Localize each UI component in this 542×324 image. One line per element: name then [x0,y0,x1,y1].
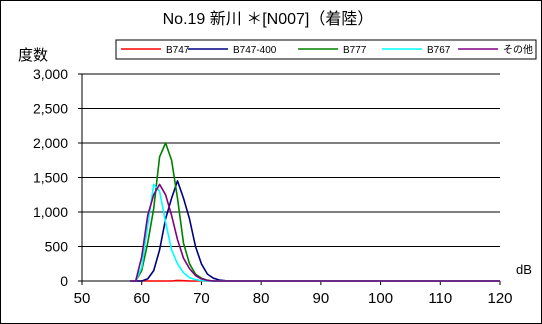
x-tick-label: 80 [253,290,270,307]
series-line-B747-400 [129,180,500,282]
y-tick-label: 500 [45,239,69,255]
y-tick-label: 2,000 [33,135,68,151]
y-tick-label: 1,500 [33,170,68,186]
legend: B747 B747-400 B777 B767 その他 [121,43,533,56]
legend-label: B767 [427,45,451,56]
y-axis-label: 度数 [18,47,48,64]
x-tick-label: 60 [133,290,150,307]
series-line-その他 [129,183,500,282]
y-tick-label: 3,000 [33,66,68,82]
x-tick-label: 100 [368,290,393,307]
grid-lines [82,73,500,247]
x-tick-label: 120 [487,290,512,307]
chart-title: No.19 新川 ＊[N007]（着陸） [163,10,374,28]
series-line-B767 [129,183,500,282]
x-tick-label: 110 [428,290,452,307]
legend-label: B747 [166,45,190,56]
y-tick-label: 1,000 [33,204,68,220]
x-ticks: 50 60 70 80 90 100 110 120 [74,281,513,307]
y-ticks: 0 500 1,000 1,500 2,000 2,500 3,000 [33,66,82,289]
x-tick-label: 90 [313,290,330,307]
y-tick-label: 2,500 [33,101,68,117]
y-tick-label: 0 [60,273,68,289]
legend-label: B777 [343,45,367,56]
x-axis-label: dB [516,262,532,277]
x-tick-label: 50 [74,290,91,307]
legend-label: B747-400 [233,45,277,56]
x-tick-label: 70 [193,290,210,307]
legend-label: その他 [503,43,533,56]
series-lines [129,142,500,282]
